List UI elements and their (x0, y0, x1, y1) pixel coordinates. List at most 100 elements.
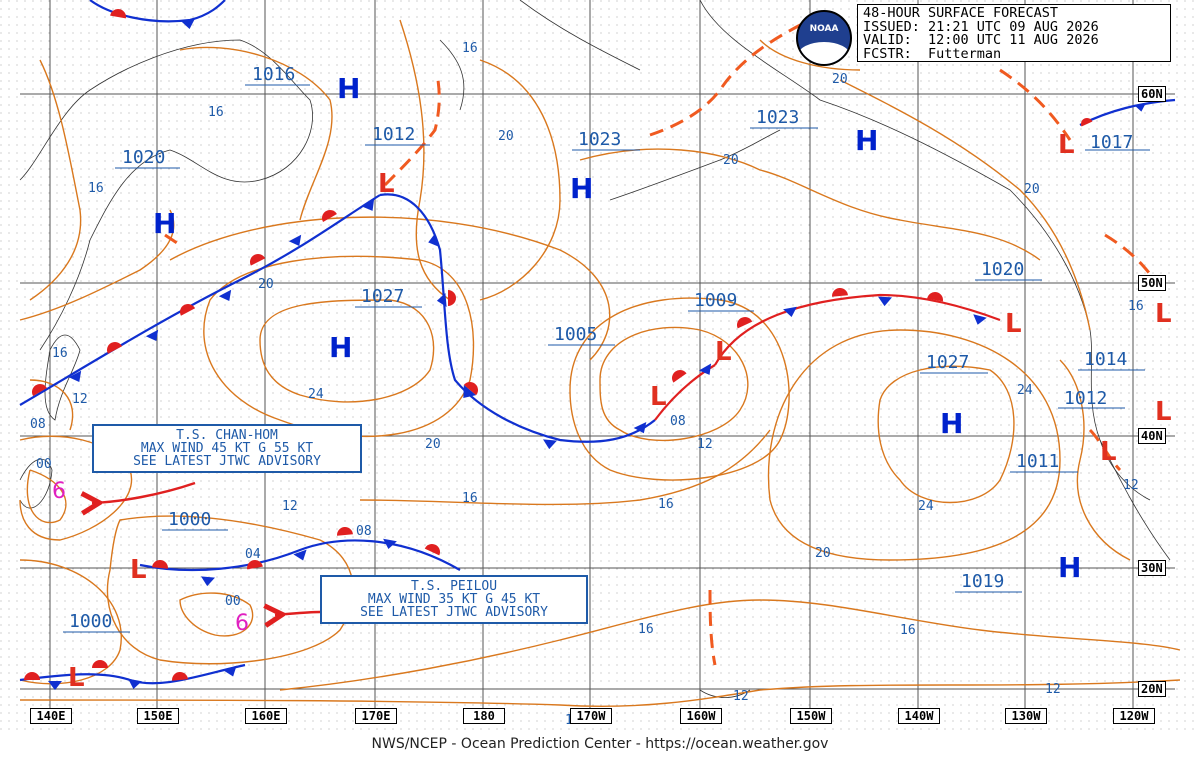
pressure-label: 1027 (355, 286, 422, 308)
lon-label: 150E (137, 708, 179, 724)
pressure-label: 1000 (162, 509, 228, 531)
warm-front-symbol (107, 342, 123, 354)
storm-name: T.S. PEILOU (410, 579, 498, 594)
svg-text:1000: 1000 (168, 509, 211, 530)
storm-max-wind: MAX WIND 35 KT G 45 KT (367, 592, 541, 607)
valid-time: VALID: 12:00 UTC 11 AUG 2026 (863, 32, 1099, 48)
svg-text:12: 12 (72, 392, 88, 407)
storm-name: T.S. CHAN-HOM (176, 428, 278, 443)
high-center: H (1058, 551, 1081, 584)
svg-text:16: 16 (88, 181, 104, 196)
graticule (20, 0, 1175, 712)
tropical-storm-icon: 6 (235, 611, 249, 636)
noaa-logo: NOAA (796, 10, 852, 66)
front-line (139, 539, 461, 572)
svg-text:1023: 1023 (578, 129, 621, 150)
storm-advisory-chan-hom: T.S. CHAN-HOM MAX WIND 45 KT G 55 KT SEE… (92, 424, 362, 473)
forecast-header: 48-HOUR SURFACE FORECAST ISSUED: 21:21 U… (857, 4, 1171, 62)
svg-text:16: 16 (208, 105, 224, 120)
lat-label-30n: 30N (1138, 560, 1166, 576)
cold-front-symbol (633, 422, 647, 434)
forecast-title: 48-HOUR SURFACE FORECAST (863, 5, 1059, 21)
lon-label: 150W (790, 708, 832, 724)
svg-text:04: 04 (245, 547, 261, 562)
low-center: L (1155, 299, 1172, 329)
svg-text:00: 00 (36, 457, 52, 472)
warm-front-symbol (832, 288, 848, 297)
high-center: H (337, 72, 360, 105)
svg-text:12: 12 (1045, 682, 1061, 697)
cold-front-symbol (783, 306, 797, 317)
high-center: H (570, 172, 593, 205)
svg-text:12: 12 (1123, 478, 1139, 493)
storm-track-arrow (92, 481, 196, 503)
noaa-logo-text: NOAA (809, 24, 839, 34)
lat-label-40n: 40N (1138, 428, 1166, 444)
high-center: H (855, 124, 878, 157)
pressure-labels: 1016 1012 1020 1023 1023 1017 1027 1005 … (63, 64, 1150, 633)
svg-text:16: 16 (52, 346, 68, 361)
low-center: L (130, 555, 147, 585)
issued-time: ISSUED: 21:21 UTC 09 AUG 2026 (863, 18, 1099, 35)
pressure-label: 1023 (572, 129, 640, 151)
cold-front-symbol (293, 549, 307, 561)
svg-text:1027: 1027 (926, 352, 969, 373)
svg-text:12: 12 (697, 437, 713, 452)
lat-label-20n: 20N (1138, 681, 1166, 697)
front-line (89, 0, 226, 23)
svg-text:08: 08 (356, 524, 372, 539)
cold-front-symbol (543, 439, 557, 450)
svg-text:16: 16 (900, 623, 916, 638)
front-line (379, 193, 656, 443)
high-center: H (329, 331, 352, 364)
tropical-storm-icon: 6 (52, 479, 66, 504)
pressure-label: 1020 (975, 259, 1042, 281)
warm-front-symbol (110, 8, 126, 19)
lon-label: 130W (1005, 708, 1047, 724)
warm-front-symbol (463, 382, 478, 396)
svg-text:1009: 1009 (694, 290, 737, 311)
svg-text:24: 24 (1017, 383, 1033, 398)
low-center: L (68, 663, 85, 693)
warm-front-symbol (180, 304, 196, 316)
high-center: H (940, 407, 963, 440)
tropical-storm-symbols: 6 6 (52, 479, 249, 636)
low-center: L (1155, 397, 1172, 427)
warm-front-symbol (1081, 117, 1093, 127)
warm-front-symbol (32, 384, 47, 396)
pressure-label: 1000 (63, 611, 130, 633)
storm-advisory-peilou: T.S. PEILOU MAX WIND 35 KT G 45 KT SEE L… (320, 575, 588, 624)
front-line (714, 293, 1001, 366)
cold-front-symbol (218, 289, 232, 302)
pressure-label: 1012 (365, 124, 430, 146)
pressure-label: 1020 (115, 147, 180, 169)
warm-front-symbol (322, 210, 337, 222)
storm-track-arrow (275, 612, 321, 615)
svg-text:08: 08 (670, 414, 686, 429)
warm-front-symbol (172, 672, 188, 681)
low-center: L (378, 169, 395, 199)
low-center: L (715, 337, 732, 367)
pressure-label: 1027 (920, 352, 988, 374)
storm-advisory-note: SEE LATEST JTWC ADVISORY (133, 454, 321, 469)
cold-front-symbol (128, 678, 142, 689)
dot-grid (0, 0, 1200, 736)
lat-label-60n: 60N (1138, 86, 1166, 102)
pressure-label: 1023 (750, 107, 818, 129)
cold-front-symbol (1134, 102, 1146, 112)
svg-text:1020: 1020 (981, 259, 1024, 280)
warm-front-symbol (152, 560, 168, 569)
isobar-labels: 16 16 20 20 20 16 20 16 12 24 20 08 12 1… (30, 41, 1144, 728)
cold-front-symbol (436, 293, 447, 307)
pressure-centers: H H H H H H H L L L L L L L L L L (68, 72, 1172, 693)
lon-label: 160W (680, 708, 722, 724)
warm-front-symbol (737, 317, 753, 329)
pressure-label: 1017 (1085, 132, 1150, 153)
svg-text:12: 12 (733, 689, 749, 704)
pressure-label: 1011 (1010, 451, 1078, 473)
svg-text:08: 08 (30, 417, 46, 432)
front-line (19, 194, 381, 406)
svg-text:20: 20 (832, 72, 848, 87)
warm-front-symbol (249, 254, 266, 266)
svg-text:1016: 1016 (252, 64, 295, 85)
